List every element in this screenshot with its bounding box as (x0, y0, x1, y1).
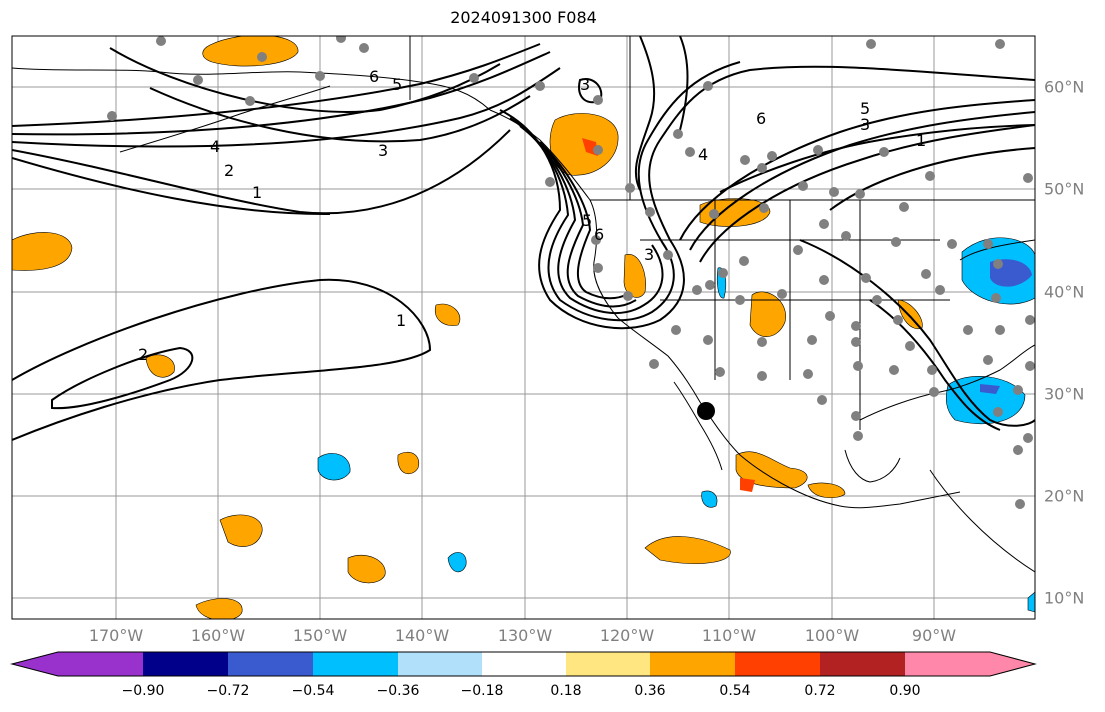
lon-label: 130°W (497, 626, 553, 645)
contour-label: 6 (756, 109, 766, 128)
colorbar-tick: 0.54 (719, 683, 751, 699)
contour-label: 2 (138, 345, 148, 364)
colorbar-tick: −0.72 (206, 683, 250, 699)
contour-label: 5 (582, 211, 592, 230)
anomaly-shading (12, 36, 1035, 619)
colorbar-tick: −0.90 (121, 683, 165, 699)
colorbar-tick: 0.90 (889, 683, 921, 699)
contour-lines (12, 36, 1035, 441)
lon-label: 150°W (292, 626, 348, 645)
colorbar-tick: −0.18 (460, 683, 504, 699)
colorbar-tick: 0.18 (550, 683, 582, 699)
lat-label: 20°N (1044, 486, 1085, 506)
contour-label: 6 (369, 67, 379, 86)
lat-label: 40°N (1044, 282, 1085, 302)
contour-label: 3 (378, 141, 388, 160)
colorbar-tick: −0.36 (376, 683, 420, 699)
lat-label: 30°N (1044, 384, 1085, 404)
contour-label: 5 (392, 75, 402, 94)
lon-label: 170°W (88, 626, 144, 645)
contour-labels: 6 5 4 3 2 1 3 6 5 3 1 4 3 6 5 1 2 (138, 67, 926, 364)
coastlines (12, 36, 1035, 573)
highlight-point (697, 402, 715, 420)
contour-label: 1 (396, 311, 406, 330)
colorbar-tick: −0.54 (291, 683, 335, 699)
lat-label: 10°N (1044, 588, 1085, 608)
lat-label: 60°N (1044, 77, 1085, 97)
colorbar (10, 651, 1037, 677)
plot-title: 2024091300 F084 (450, 8, 597, 27)
contour-label: 2 (224, 161, 234, 180)
map-frame (11, 35, 1036, 620)
lon-label: 120°W (599, 626, 655, 645)
contour-label: 4 (210, 137, 220, 156)
contour-label: 6 (594, 225, 604, 244)
lon-label: 140°W (394, 626, 450, 645)
lon-label: 100°W (804, 626, 860, 645)
colorbar-tick: 0.72 (804, 683, 836, 699)
contour-label: 1 (916, 131, 926, 150)
colorbar-tick: 0.36 (634, 683, 666, 699)
contour-label: 1 (252, 183, 262, 202)
lon-label: 160°W (190, 626, 246, 645)
graticule (12, 36, 1035, 619)
lat-label: 50°N (1044, 179, 1085, 199)
lon-label: 90°W (911, 626, 957, 645)
contour-label: 3 (644, 245, 654, 264)
contour-label: 3 (580, 75, 590, 94)
contour-label: 3 (860, 115, 870, 134)
contour-label: 4 (698, 145, 708, 164)
lon-label: 110°W (701, 626, 757, 645)
contour-label: 5 (860, 99, 870, 118)
station-dots (107, 36, 1035, 509)
